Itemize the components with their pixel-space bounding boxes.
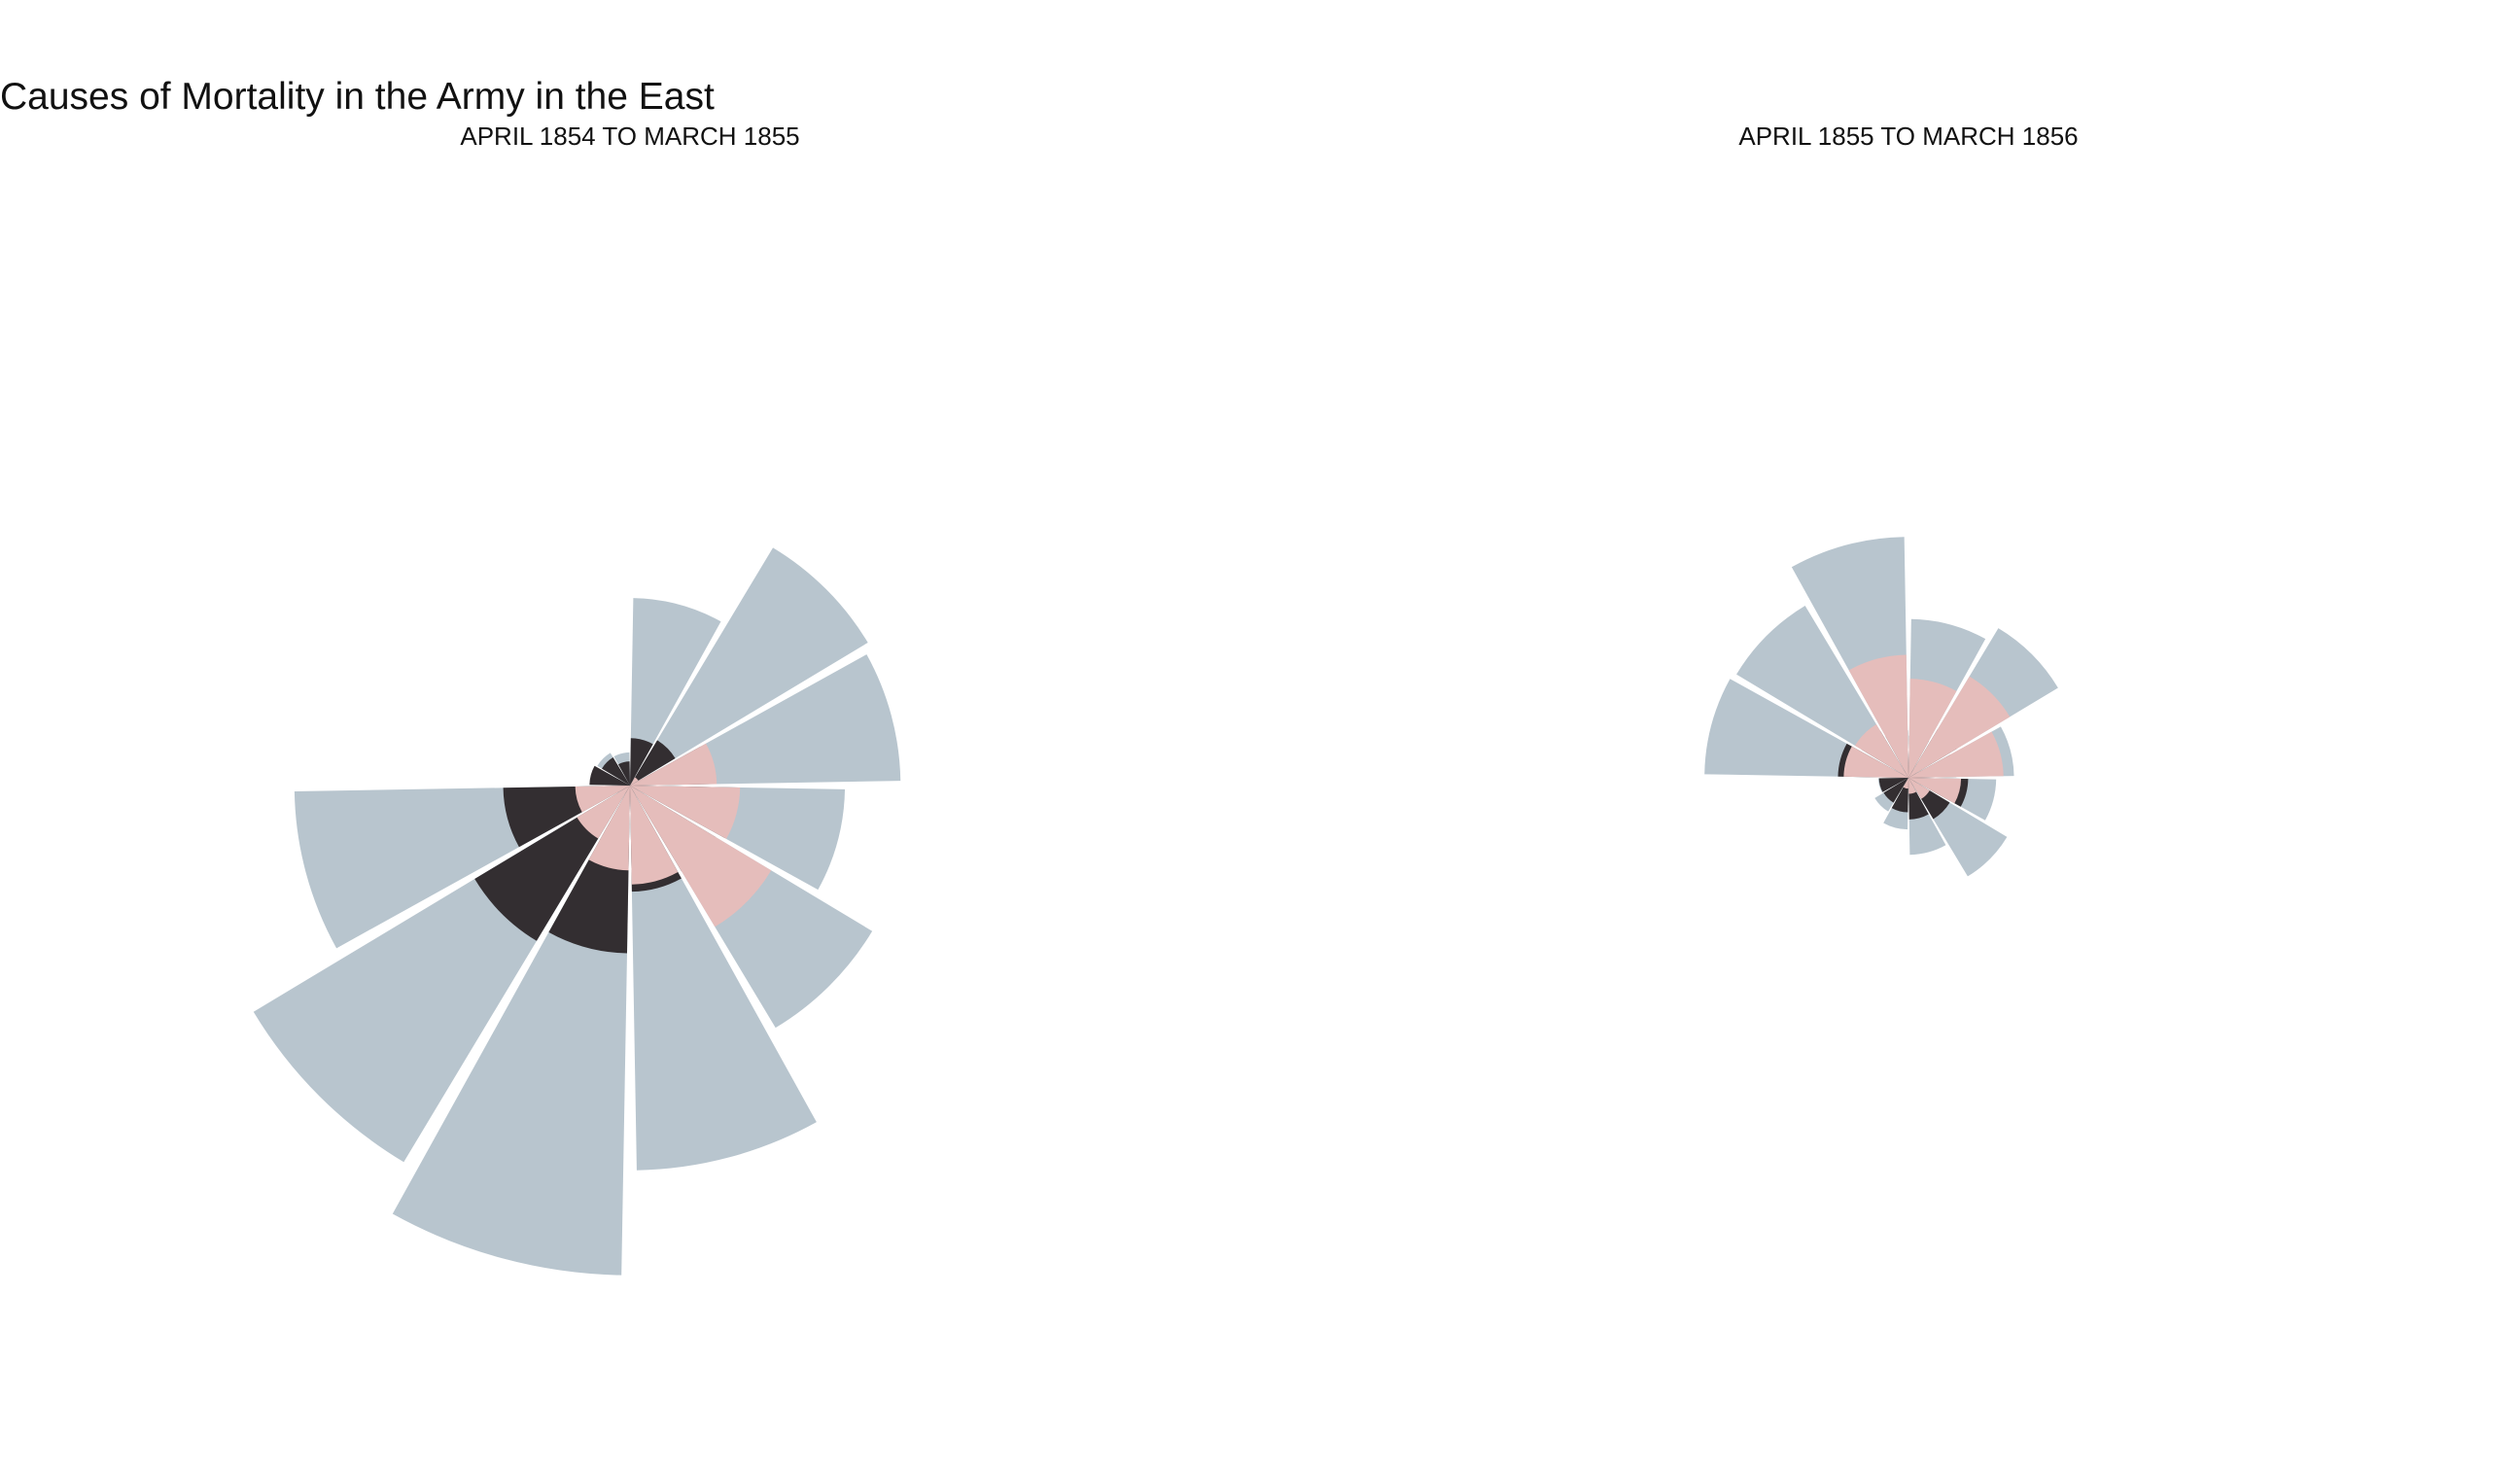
wedge-wounds-jun-1855 (1848, 654, 1908, 778)
chart-title: Causes of Mortality in the Army in the E… (0, 76, 715, 118)
panel-title-1855: APRIL 1855 TO MARCH 1856 (1738, 122, 2079, 151)
wedge-wounds-sep-1854 (630, 743, 718, 786)
wedge-wounds-jul-1855 (1908, 679, 1957, 778)
wedge-disease-aug-1854 (630, 547, 868, 786)
wedge-other-feb-1856 (1883, 778, 1908, 803)
wedge-disease-dec-1854 (630, 786, 817, 1171)
wedge-wounds-feb-1855 (577, 786, 630, 839)
wedge-wounds-nov-1855 (1908, 778, 1930, 799)
wedge-other-aug-1854 (630, 740, 676, 786)
wedge-wounds-jan-1855 (588, 786, 630, 871)
wedge-wounds-aug-1855 (1908, 676, 2011, 778)
panel-title-1854: APRIL 1854 TO MARCH 1855 (460, 122, 800, 151)
wedge-wounds-dec-1854 (630, 786, 679, 885)
wedge-wounds-mar-1855 (575, 786, 630, 813)
wedge-other-may-1854 (602, 757, 630, 786)
rose-chart-2 (1704, 537, 2058, 877)
rose-chart-1 (253, 547, 901, 1276)
wedge-wounds-nov-1854 (630, 786, 772, 928)
wedge-wounds-oct-1854 (630, 786, 741, 839)
wedge-other-mar-1856 (1878, 778, 1908, 792)
wedge-wounds-dec-1855 (1908, 778, 1917, 794)
wedge-other-apr-1854 (589, 765, 630, 786)
wedge-wounds-aug-1854 (630, 777, 639, 786)
wedge-wounds-sep-1855 (1908, 731, 2004, 778)
wedge-other-jun-1854 (617, 761, 630, 786)
wedge-disease-jul-1854 (630, 598, 721, 786)
wedge-other-jul-1854 (630, 738, 653, 786)
wedge-wounds-oct-1855 (1908, 778, 1962, 804)
wedge-wounds-may-1855 (1855, 724, 1908, 778)
wedge-wounds-jan-1856 (1903, 778, 1908, 789)
wedge-wounds-apr-1855 (1843, 746, 1908, 778)
